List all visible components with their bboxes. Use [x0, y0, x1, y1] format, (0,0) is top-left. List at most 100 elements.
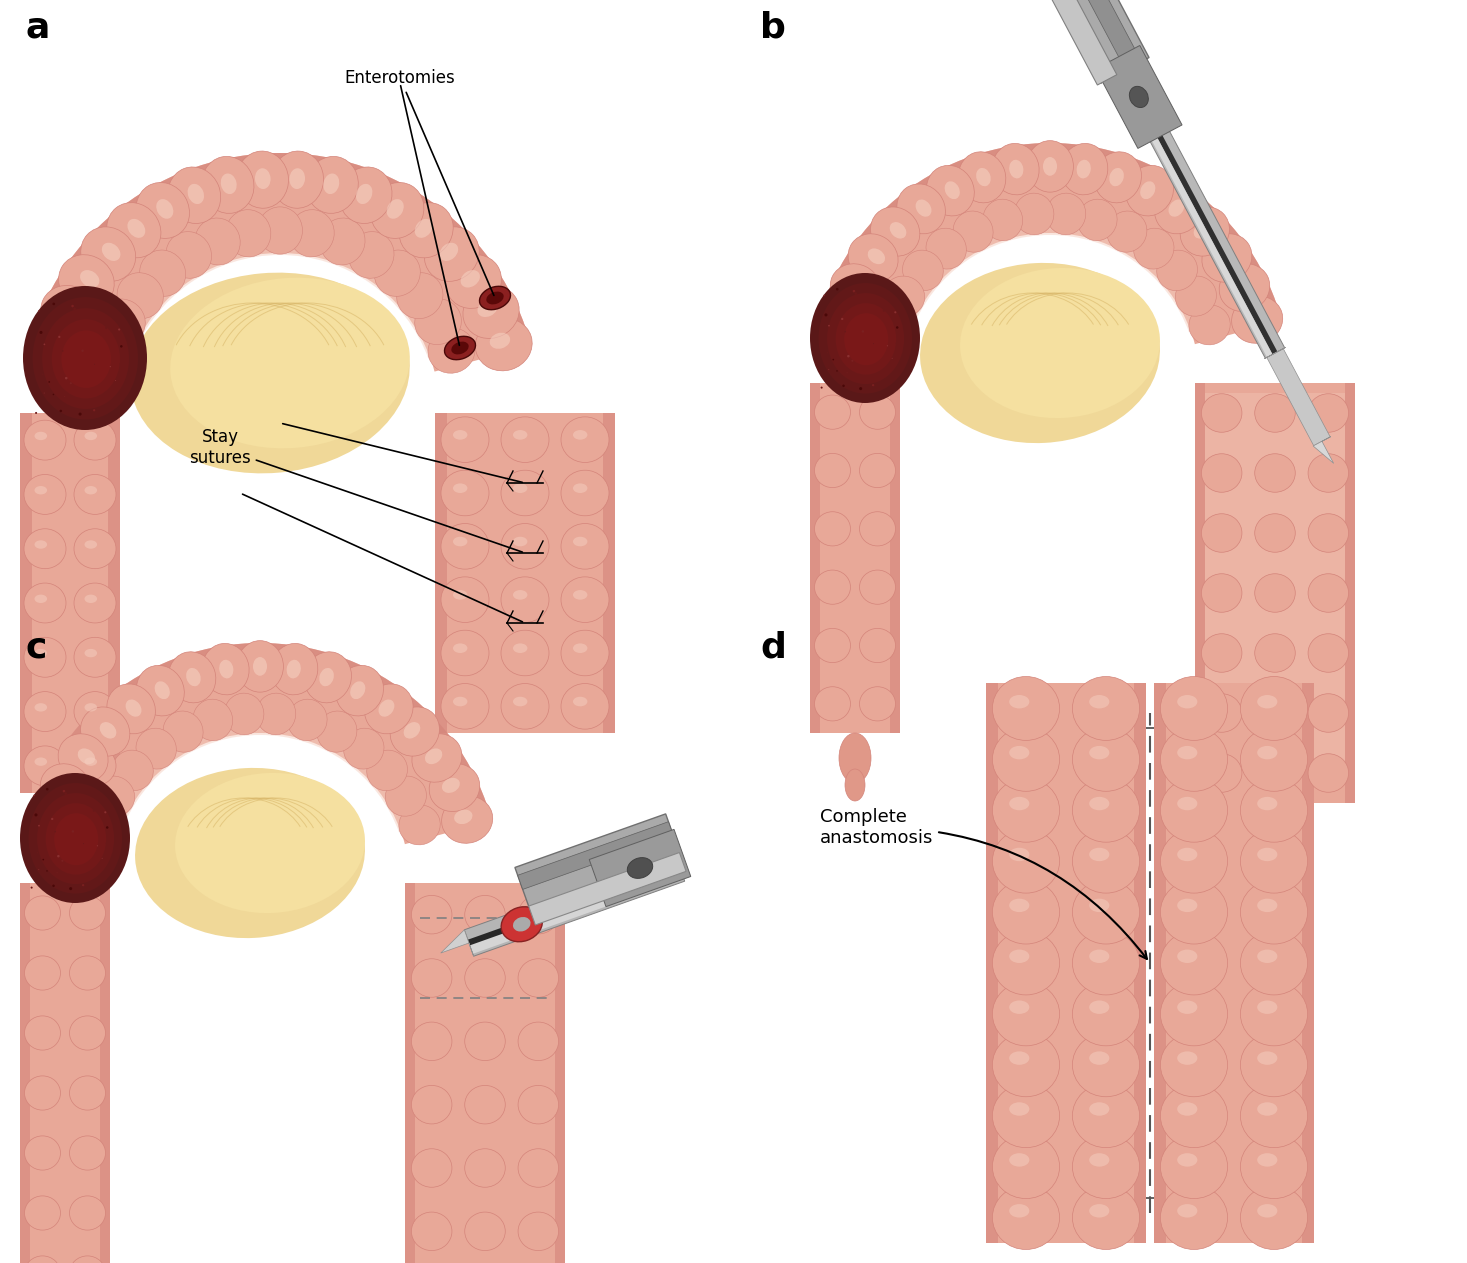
Ellipse shape: [1089, 1051, 1109, 1065]
Wedge shape: [29, 153, 531, 349]
Ellipse shape: [47, 810, 66, 823]
Wedge shape: [110, 722, 411, 832]
Ellipse shape: [518, 1149, 559, 1187]
Ellipse shape: [502, 470, 549, 515]
Ellipse shape: [25, 1135, 60, 1170]
Ellipse shape: [1309, 514, 1348, 552]
Ellipse shape: [411, 1022, 452, 1061]
Ellipse shape: [992, 778, 1059, 842]
Ellipse shape: [442, 577, 489, 623]
Ellipse shape: [1155, 184, 1203, 234]
Circle shape: [47, 815, 50, 817]
Ellipse shape: [25, 956, 60, 990]
Ellipse shape: [1241, 1186, 1307, 1249]
Ellipse shape: [442, 683, 489, 729]
Bar: [21, 413, 32, 793]
Ellipse shape: [851, 278, 868, 293]
Ellipse shape: [992, 880, 1059, 943]
Circle shape: [62, 860, 63, 861]
Ellipse shape: [1072, 727, 1140, 792]
Ellipse shape: [98, 299, 145, 345]
Circle shape: [854, 292, 857, 294]
Ellipse shape: [374, 250, 420, 297]
Wedge shape: [819, 143, 1282, 325]
Ellipse shape: [560, 524, 609, 570]
Ellipse shape: [220, 173, 236, 195]
Ellipse shape: [1309, 394, 1348, 432]
Ellipse shape: [73, 746, 116, 786]
Ellipse shape: [85, 486, 97, 494]
Ellipse shape: [1232, 296, 1282, 344]
Ellipse shape: [502, 683, 549, 729]
Circle shape: [69, 887, 72, 890]
Ellipse shape: [1177, 847, 1197, 861]
Ellipse shape: [1241, 778, 1307, 842]
Ellipse shape: [201, 157, 254, 213]
Ellipse shape: [1257, 1103, 1278, 1115]
Ellipse shape: [1043, 157, 1058, 176]
Circle shape: [92, 810, 95, 812]
Ellipse shape: [35, 649, 47, 657]
Bar: [1345, 383, 1356, 803]
Ellipse shape: [1257, 950, 1278, 962]
Ellipse shape: [37, 793, 114, 884]
Ellipse shape: [465, 1085, 505, 1124]
Bar: [986, 683, 1146, 1243]
Polygon shape: [1266, 349, 1331, 446]
Ellipse shape: [442, 524, 489, 570]
Ellipse shape: [870, 207, 920, 256]
Ellipse shape: [320, 218, 365, 265]
Ellipse shape: [195, 218, 241, 265]
Ellipse shape: [271, 643, 318, 695]
Bar: [100, 883, 110, 1263]
Ellipse shape: [513, 917, 531, 932]
Circle shape: [871, 384, 874, 386]
Bar: [1155, 683, 1166, 1243]
Ellipse shape: [1244, 309, 1263, 325]
Ellipse shape: [976, 168, 990, 186]
Ellipse shape: [69, 1196, 106, 1230]
Ellipse shape: [477, 301, 497, 317]
Ellipse shape: [896, 184, 945, 234]
Ellipse shape: [85, 595, 97, 602]
Ellipse shape: [1309, 453, 1348, 493]
Ellipse shape: [307, 157, 358, 213]
Circle shape: [38, 825, 40, 826]
Circle shape: [53, 394, 54, 395]
Circle shape: [845, 331, 846, 332]
Circle shape: [40, 331, 43, 333]
Ellipse shape: [35, 703, 47, 711]
Ellipse shape: [236, 640, 283, 692]
Ellipse shape: [628, 858, 653, 878]
Ellipse shape: [35, 595, 47, 602]
Ellipse shape: [838, 309, 855, 325]
Circle shape: [62, 350, 63, 352]
Ellipse shape: [1009, 899, 1030, 912]
Ellipse shape: [1009, 746, 1030, 759]
Ellipse shape: [139, 250, 186, 297]
Ellipse shape: [1009, 797, 1030, 811]
Ellipse shape: [845, 769, 866, 801]
Bar: [603, 413, 615, 733]
Ellipse shape: [1254, 394, 1295, 432]
Ellipse shape: [1194, 222, 1210, 239]
Ellipse shape: [236, 152, 289, 208]
Ellipse shape: [1177, 1103, 1197, 1115]
Ellipse shape: [844, 313, 888, 365]
Ellipse shape: [513, 484, 528, 493]
Ellipse shape: [23, 638, 66, 677]
Ellipse shape: [1309, 573, 1348, 613]
Ellipse shape: [41, 285, 97, 338]
Bar: [1196, 383, 1204, 803]
Ellipse shape: [560, 577, 609, 623]
Ellipse shape: [403, 722, 420, 739]
Ellipse shape: [1160, 1186, 1228, 1249]
Ellipse shape: [465, 1022, 505, 1061]
Ellipse shape: [440, 242, 458, 261]
Ellipse shape: [170, 278, 409, 448]
Ellipse shape: [1201, 634, 1243, 672]
Ellipse shape: [574, 431, 587, 440]
Ellipse shape: [1177, 797, 1197, 811]
Ellipse shape: [1160, 727, 1228, 792]
Text: Complete
anastomosis: Complete anastomosis: [820, 808, 1147, 959]
